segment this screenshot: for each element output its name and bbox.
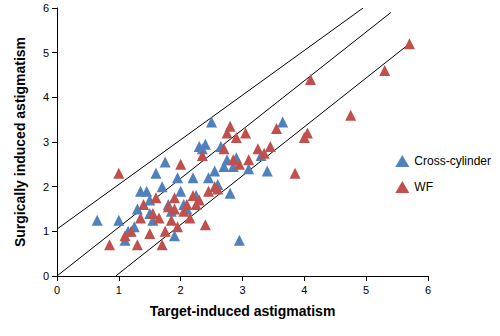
svg-text:4: 4 [43,91,49,103]
svg-text:1: 1 [43,225,49,237]
svg-text:2: 2 [178,284,184,296]
svg-text:4: 4 [301,284,307,296]
svg-text:Target-induced astigmatism: Target-induced astigmatism [150,303,336,319]
svg-text:3: 3 [239,284,245,296]
svg-text:2: 2 [43,181,49,193]
svg-text:0: 0 [54,284,60,296]
svg-text:6: 6 [425,284,431,296]
svg-text:5: 5 [363,284,369,296]
svg-text:6: 6 [43,2,49,14]
svg-text:WF: WF [414,180,433,194]
svg-text:5: 5 [43,47,49,59]
svg-text:1: 1 [116,284,122,296]
svg-text:Cross-cylinder: Cross-cylinder [414,154,491,168]
svg-text:3: 3 [43,136,49,148]
svg-text:0: 0 [43,270,49,282]
svg-text:Surgically induced astigmatism: Surgically induced astigmatism [12,37,28,247]
